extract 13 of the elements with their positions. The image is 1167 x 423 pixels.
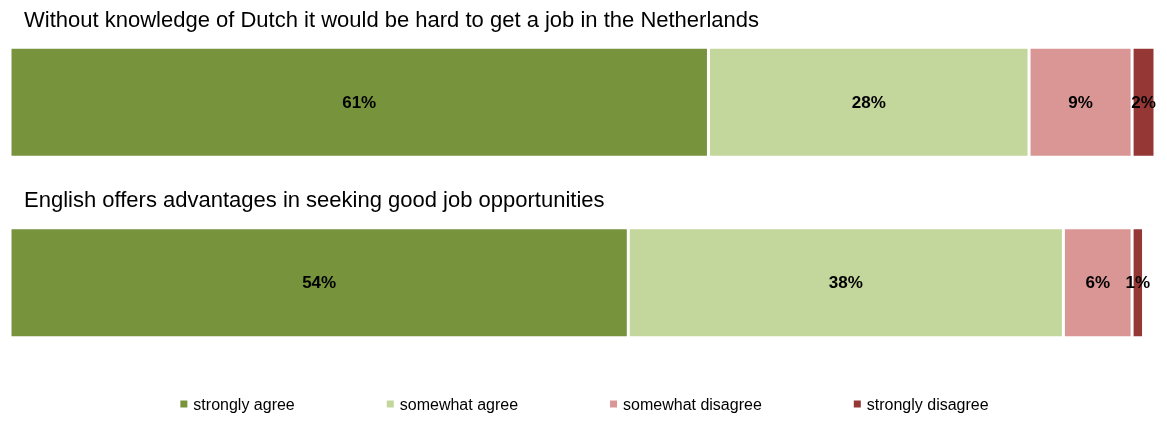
legend-label: somewhat disagree <box>623 395 762 413</box>
legend-label: strongly disagree <box>866 395 989 413</box>
y-tick-label: Without knowledge of Dutch it would be hard to get a job in the Netherlands <box>24 6 760 32</box>
legend-label: strongly agree <box>193 395 295 413</box>
data-label: 1% <box>1125 273 1151 293</box>
data-label: 6% <box>1085 273 1111 293</box>
data-label: 38% <box>828 273 863 293</box>
data-label: 28% <box>851 92 886 112</box>
data-label: 54% <box>302 273 337 293</box>
data-label: 9% <box>1068 92 1093 112</box>
legend-label: somewhat agree <box>399 395 519 413</box>
data-label: 61% <box>342 92 377 112</box>
y-tick-label: English offers advantages in seeking good job opportunities <box>24 187 605 213</box>
